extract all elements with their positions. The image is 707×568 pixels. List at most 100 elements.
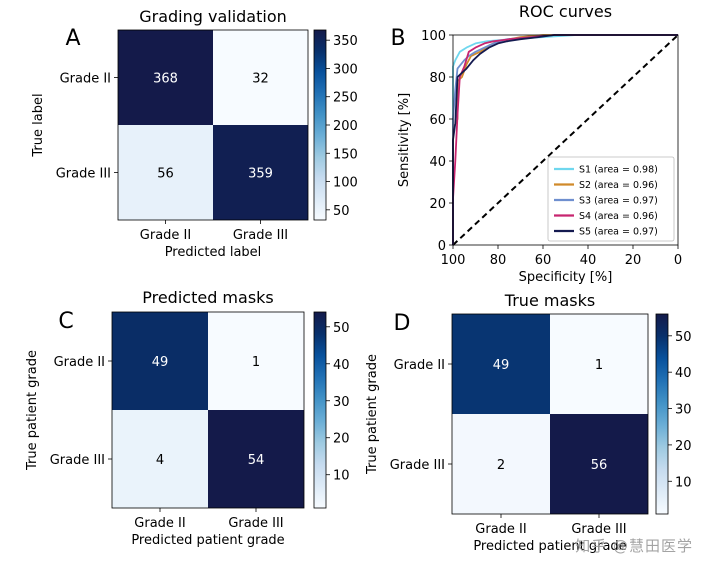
cell-value-label: 368 bbox=[153, 72, 178, 87]
colorbar-tick-label: 10 bbox=[675, 475, 692, 490]
heatmap-cell bbox=[208, 410, 304, 508]
heatmap-cell bbox=[112, 410, 208, 508]
heatmap-cell bbox=[452, 414, 550, 514]
plot-frame bbox=[452, 34, 679, 246]
x-tick-label: Grade III bbox=[571, 522, 626, 537]
legend-label: S3 (area = 0.97) bbox=[579, 196, 658, 207]
colorbar-tick-label: 10 bbox=[333, 469, 350, 484]
x-tick-label: Grade II bbox=[140, 228, 191, 243]
colorbar-tick-label: 40 bbox=[675, 366, 692, 381]
cell-value-label: 54 bbox=[248, 453, 265, 468]
colorbar-tick-label: 200 bbox=[333, 119, 358, 134]
y-tick-label: 40 bbox=[429, 155, 446, 170]
x-axis-label: Predicted patient grade bbox=[473, 539, 626, 554]
colorbar-tick-label: 50 bbox=[333, 321, 350, 336]
colorbar-tick-label: 50 bbox=[675, 330, 692, 345]
legend-label: S5 (area = 0.97) bbox=[579, 227, 658, 238]
panel-c: C Predicted masks 49 1 4 54 Grade II Grade III G… bbox=[25, 288, 350, 548]
plot-frame bbox=[111, 311, 305, 509]
cell-value-label: 2 bbox=[497, 458, 505, 473]
heatmap-cell bbox=[213, 125, 308, 220]
panel-title: Predicted masks bbox=[142, 288, 274, 307]
colorbar-tick-label: 20 bbox=[333, 432, 350, 447]
heatmap-cell bbox=[118, 30, 213, 125]
x-tick-label: Grade III bbox=[228, 516, 283, 531]
heatmap-cell bbox=[550, 314, 648, 414]
panel-a: A Grading validation 368 32 56 359 Grade II Gra… bbox=[31, 7, 358, 260]
y-tick-label: Grade III bbox=[56, 167, 111, 182]
legend: S1 (area = 0.98) S2 (area = 0.96) S3 (area… bbox=[547, 156, 675, 242]
colorbar bbox=[655, 313, 669, 515]
legend-label: S1 (area = 0.98) bbox=[579, 165, 658, 176]
cell-value-label: 56 bbox=[157, 167, 174, 182]
heatmap-cell bbox=[118, 125, 213, 220]
colorbar bbox=[313, 311, 327, 509]
x-tick-label: 40 bbox=[580, 253, 597, 268]
colorbar-tick-label: 20 bbox=[675, 439, 692, 454]
y-tick-label: Grade III bbox=[390, 458, 445, 473]
panel-title: True masks bbox=[504, 291, 595, 310]
y-axis-label: True patient grade bbox=[25, 350, 40, 471]
legend-box bbox=[547, 156, 675, 242]
heatmap-cell bbox=[208, 312, 304, 410]
reference-line bbox=[452, 34, 679, 246]
x-tick-label: Grade III bbox=[233, 228, 288, 243]
y-axis-label: True label bbox=[31, 93, 46, 157]
cell-value-label: 1 bbox=[595, 358, 603, 373]
x-tick-label: 0 bbox=[674, 253, 682, 268]
heatmap-cell bbox=[213, 30, 308, 125]
colorbar-tick-label: 100 bbox=[333, 176, 358, 191]
cell-value-label: 359 bbox=[248, 167, 273, 182]
cell-value-label: 4 bbox=[156, 453, 164, 468]
colorbar-tick-label: 50 bbox=[333, 204, 350, 219]
y-tick-label: 80 bbox=[429, 71, 446, 86]
cell-value-label: 49 bbox=[152, 355, 169, 370]
y-axis-label: True patient grade bbox=[365, 354, 380, 475]
heatmap-cell bbox=[550, 414, 648, 514]
x-tick-label: 80 bbox=[490, 253, 507, 268]
cell-value-label: 56 bbox=[591, 458, 608, 473]
x-tick-label: Grade II bbox=[475, 522, 526, 537]
roc-series-line-s5 bbox=[452, 34, 678, 245]
x-tick-label: 20 bbox=[625, 253, 642, 268]
cell-value-label: 32 bbox=[252, 72, 269, 87]
panel-title: Grading validation bbox=[139, 7, 287, 26]
legend-label: S4 (area = 0.96) bbox=[579, 211, 658, 222]
panel-letter: C bbox=[58, 309, 73, 334]
y-tick-label: 20 bbox=[429, 197, 446, 212]
panel-letter: D bbox=[394, 311, 411, 336]
y-tick-label: Grade II bbox=[394, 358, 445, 373]
legend-label: S2 (area = 0.96) bbox=[579, 180, 658, 191]
plot-frame bbox=[117, 29, 309, 221]
x-tick-label: 60 bbox=[535, 253, 552, 268]
x-axis-label: Predicted label bbox=[165, 245, 262, 260]
heatmap-cell bbox=[452, 314, 550, 414]
heatmap-cell bbox=[112, 312, 208, 410]
y-tick-label: Grade II bbox=[60, 72, 111, 87]
colorbar-tick-label: 30 bbox=[333, 395, 350, 410]
x-tick-label: Grade II bbox=[134, 516, 185, 531]
watermark: 知乎 @慧田医学 bbox=[575, 537, 693, 555]
colorbar-tick-label: 350 bbox=[333, 34, 358, 49]
panel-letter: B bbox=[390, 26, 405, 51]
y-axis-label: Sensitivity [%] bbox=[397, 93, 412, 187]
roc-series-line-s1 bbox=[452, 34, 678, 245]
colorbar-tick-label: 300 bbox=[333, 62, 358, 77]
panel-b: B ROC curves 100 80 60 40 20 0 0 20 40 60 80 100 Speci… bbox=[390, 2, 682, 285]
x-axis-label: Specificity [%] bbox=[519, 270, 613, 285]
panel-letter: A bbox=[65, 26, 80, 51]
y-tick-label: Grade III bbox=[50, 453, 105, 468]
colorbar-tick-label: 250 bbox=[333, 91, 358, 106]
panel-title: ROC curves bbox=[519, 2, 612, 21]
y-tick-label: 0 bbox=[438, 239, 446, 254]
cell-value-label: 1 bbox=[252, 355, 260, 370]
x-axis-label: Predicted patient grade bbox=[131, 533, 284, 548]
colorbar-tick-label: 40 bbox=[333, 358, 350, 373]
cell-value-label: 49 bbox=[493, 358, 510, 373]
colorbar bbox=[313, 29, 327, 221]
plot-frame bbox=[451, 313, 649, 515]
y-tick-label: 60 bbox=[429, 113, 446, 128]
colorbar-tick-label: 30 bbox=[675, 403, 692, 418]
colorbar-tick-label: 150 bbox=[333, 147, 358, 162]
